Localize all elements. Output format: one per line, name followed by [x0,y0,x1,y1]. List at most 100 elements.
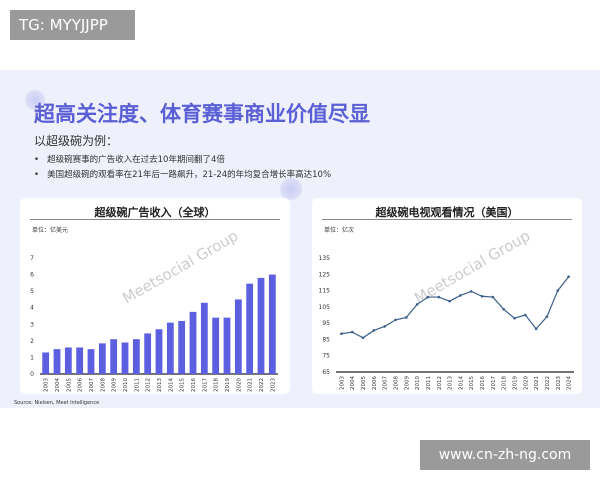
x-tick-label: 2006 [78,378,84,392]
slide: 超高关注度、体育赛事商业价值尽显 以超级碗为例： • 超级碗赛事的广告收入在过去… [0,70,600,408]
chart-unit: 单位：亿次 [324,227,355,234]
x-tick-label: 2003 [339,376,345,390]
x-tick-label: 2006 [372,376,378,390]
x-tick-label: 2019 [513,376,519,390]
data-point [469,290,473,293]
bar [76,347,84,374]
y-tick-label: 4 [30,305,34,312]
y-tick-label: 2 [30,338,34,345]
x-tick-label: 2010 [123,378,129,392]
y-tick-label: 0 [30,371,34,378]
data-point [556,289,560,292]
chart-unit: 单位：亿美元 [32,227,69,234]
bar [110,339,118,374]
y-tick-label: 75 [322,353,330,360]
y-tick-label: 125 [319,271,331,278]
x-tick-label: 2009 [404,376,410,390]
x-tick-label: 2013 [157,378,163,392]
x-tick-label: 2011 [426,376,432,390]
bar [223,317,231,374]
footer-url: www.cn-zh-ng.com [420,440,590,470]
x-tick-label: 2008 [394,376,400,390]
overlay-label: TG: MYYJJPP [10,10,135,40]
y-tick-label: 5 [30,288,34,295]
data-point [350,330,354,334]
bar [268,274,276,374]
x-tick-label: 2020 [236,378,242,392]
decor-circle [280,178,302,200]
data-point [437,295,441,299]
bullet-text: 美国超级碗的观看率在21年后一路飙升，21-24的年均复合增长率高达10% [47,170,332,180]
x-tick-label: 2004 [55,378,61,392]
decor-circle [25,90,45,110]
bar [87,349,95,374]
x-tick-label: 2022 [545,376,551,390]
x-tick-label: 2007 [89,378,95,392]
data-point [524,313,527,317]
bar [53,349,61,374]
x-tick-label: 2012 [437,376,443,390]
x-tick-label: 2007 [383,376,389,390]
y-tick-label: 3 [30,321,34,328]
x-tick-label: 2011 [134,378,140,392]
tv-viewership-chart: 超级碗电视观看情况（美国） 单位：亿次 Meetsocial Group 65 7… [312,198,582,394]
x-tick-label: 2018 [214,378,220,392]
x-tick-label: 2024 [567,376,573,390]
x-tick-label: 2016 [480,376,486,390]
x-tick-label: 2016 [191,378,197,392]
y-tick-label: 7 [30,255,34,262]
x-tick-label: 2015 [469,376,475,390]
x-tick-label: 2008 [100,378,106,392]
bar [166,322,174,374]
bar [212,317,220,374]
bar [64,347,72,374]
source-note: Source: Nielsen, Meet Intelligence [14,400,100,406]
x-tick-label: 2021 [248,378,254,392]
x-tick-label: 2010 [415,376,421,390]
bar [121,342,129,374]
y-tick-label: 1 [30,354,34,361]
data-point [448,299,451,303]
x-tick-label: 2005 [361,376,367,390]
x-tick-label: 2003 [44,378,50,392]
bar [200,302,208,374]
bar [257,277,265,374]
data-point [415,303,419,306]
data-point [372,329,376,332]
x-tick-label: 2022 [259,378,265,392]
x-tick-label: 2020 [523,376,529,390]
data-point [426,295,430,299]
bullet-text: 超级碗赛事的广告收入在过去10年期间翻了4倍 [47,155,225,165]
x-tick-label: 2014 [458,376,464,390]
data-point [534,327,538,331]
y-tick-label: 85 [322,336,330,343]
bar [42,352,50,374]
x-tick-label: 2009 [112,378,118,392]
data-point [491,295,495,299]
title-divider [322,219,572,220]
bar [144,333,152,374]
y-tick-label: 95 [322,320,330,327]
data-point [394,318,397,322]
data-point [545,315,549,318]
chart-title: 超级碗广告收入（全球） [94,206,216,219]
x-tick-label: 2023 [270,378,276,392]
x-tick-label: 2013 [448,376,454,390]
x-tick-label: 2014 [168,378,174,392]
bar [178,320,186,374]
data-point [405,316,408,319]
x-tick-label: 2017 [202,378,208,392]
x-tick-label: 2023 [556,376,562,390]
bar [132,339,140,374]
bullet: • 美国超级碗的观看率在21年后一路飙升，21-24的年均复合增长率高达10% [34,170,332,180]
x-tick-label: 2005 [66,378,72,392]
y-tick-label: 105 [319,304,331,311]
y-tick-label: 6 [30,272,34,279]
y-tick-label: 115 [319,288,331,295]
slide-title: 超高关注度、体育赛事商业价值尽显 [34,102,370,126]
bar [155,329,163,374]
y-tick-label: 135 [319,255,331,262]
series-line [341,276,570,339]
y-tick-label: 65 [322,369,330,376]
